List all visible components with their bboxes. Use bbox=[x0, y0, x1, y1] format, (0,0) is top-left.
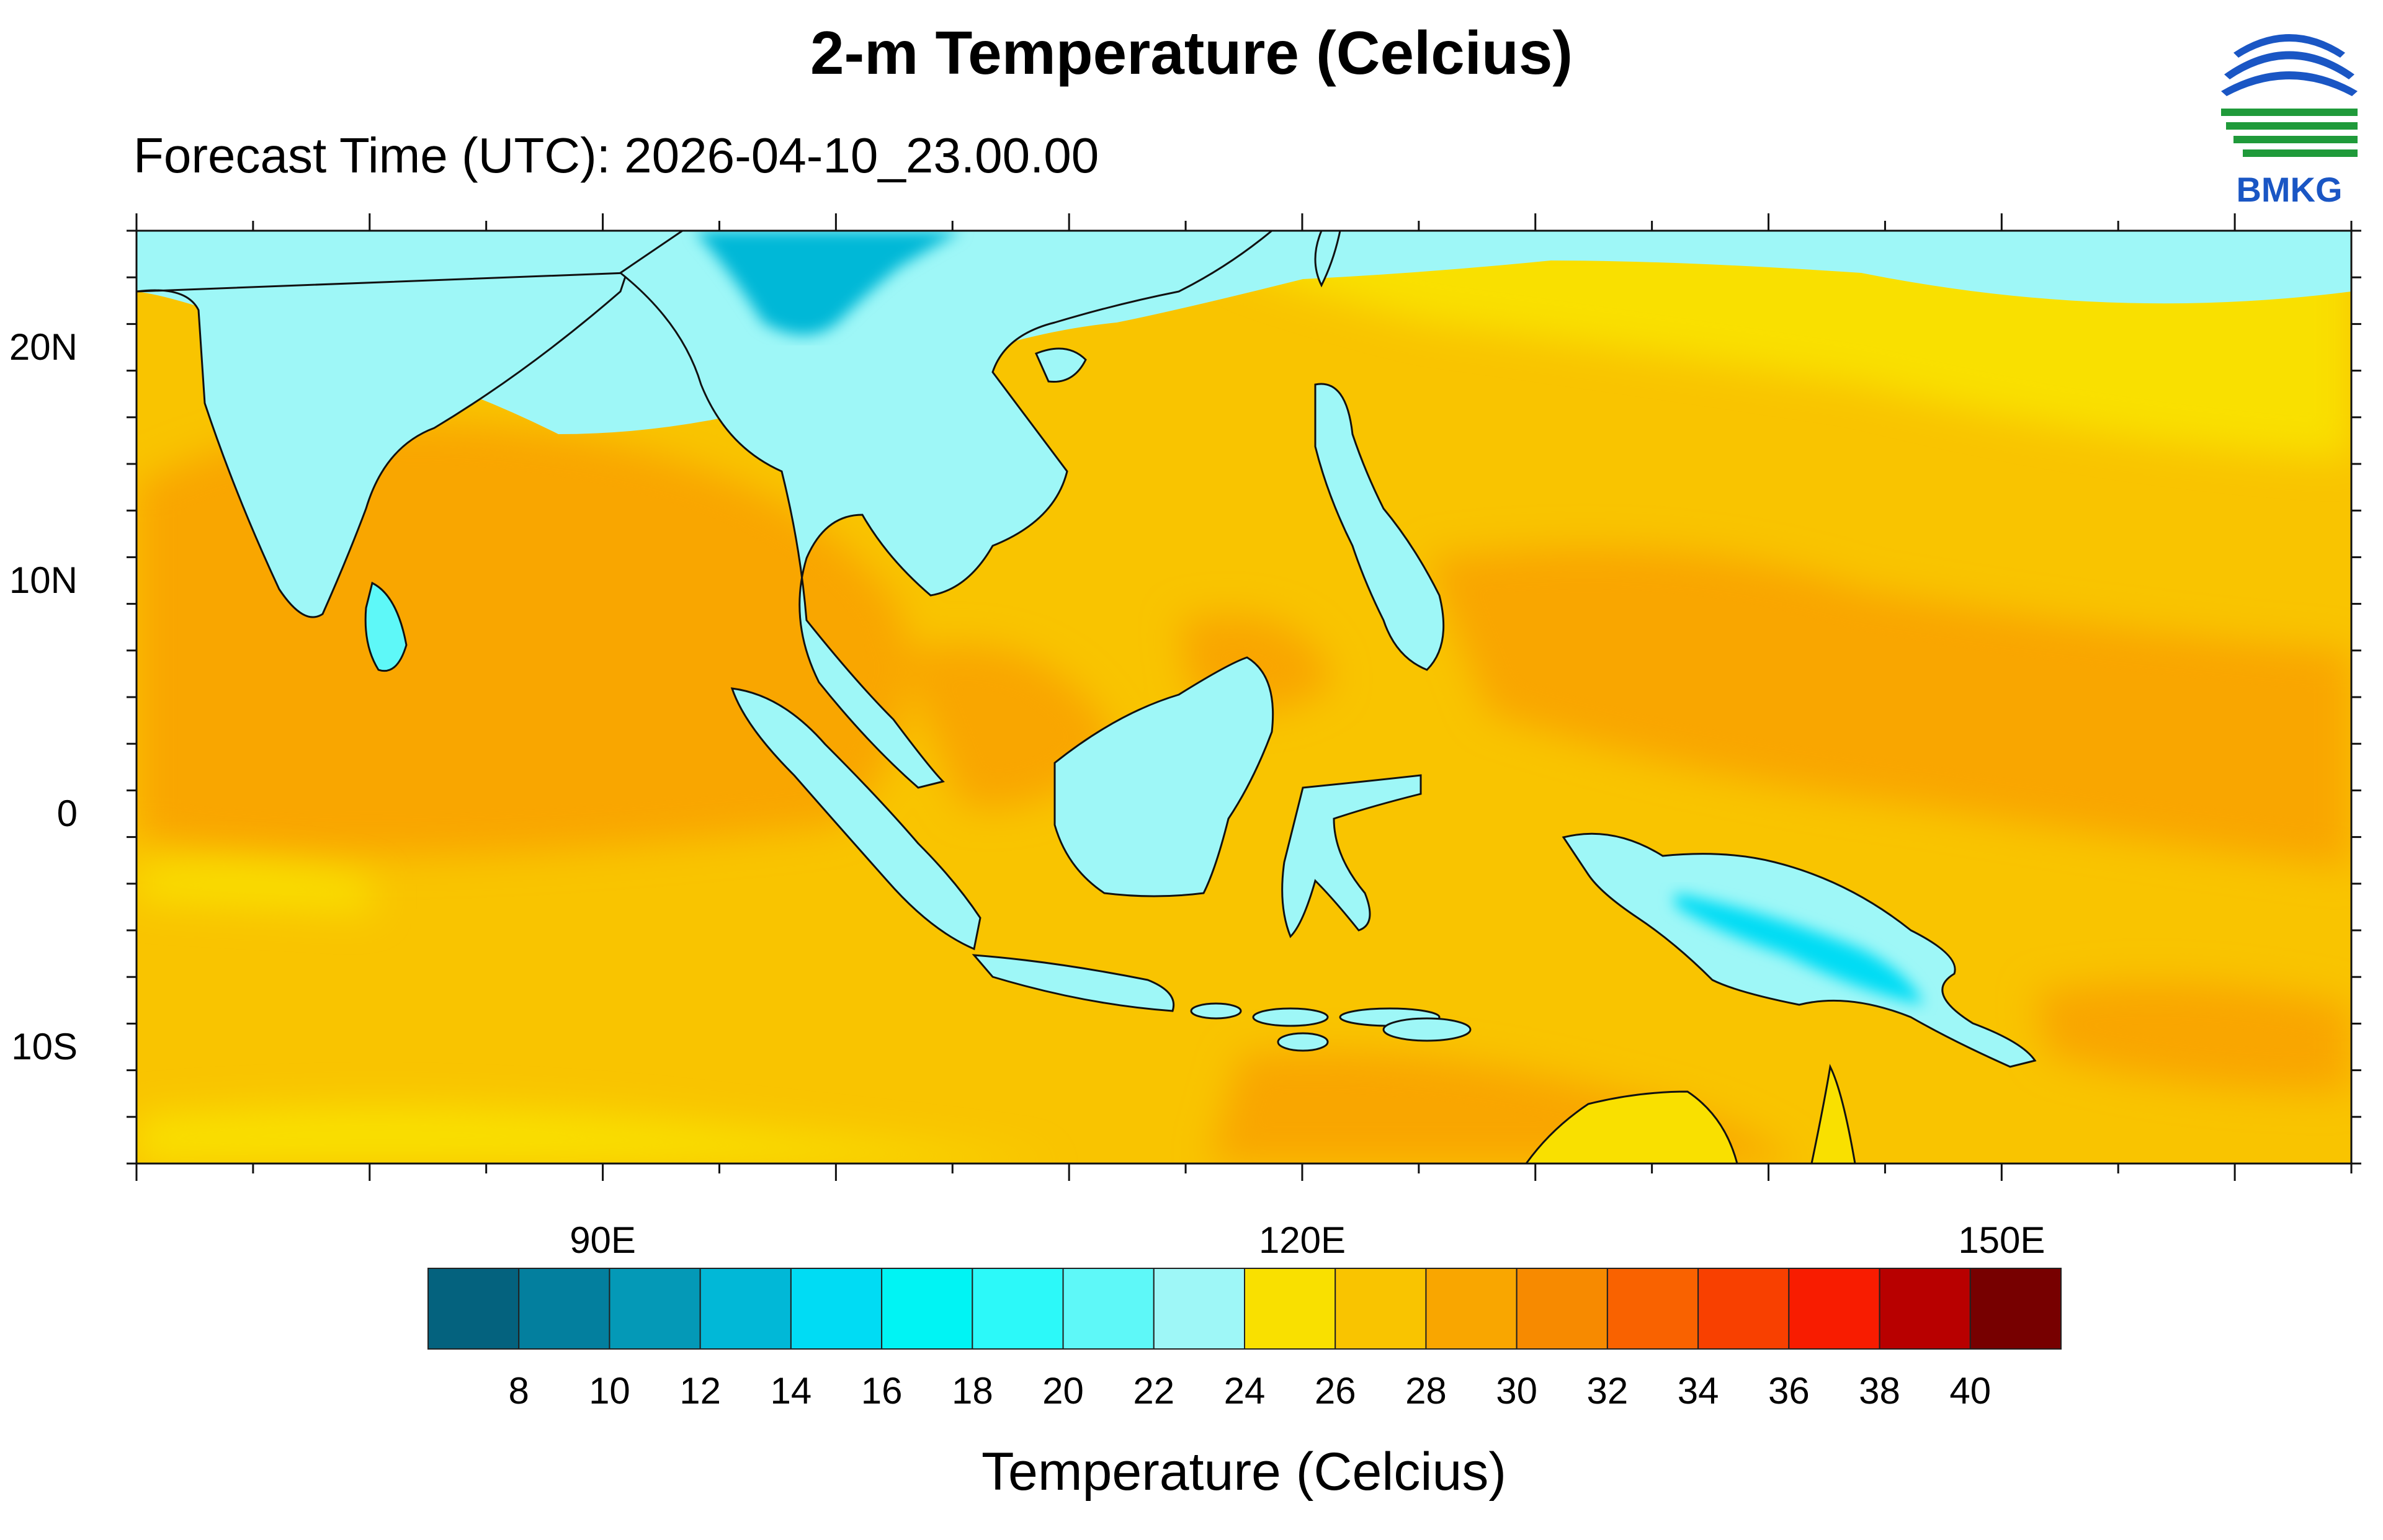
colorbar-segment bbox=[881, 1268, 973, 1350]
colorbar-label: 16 bbox=[861, 1370, 903, 1412]
latitude-label: 20N bbox=[9, 326, 78, 368]
longitude-label: 90E bbox=[570, 1219, 636, 1261]
landmass-philippines bbox=[1314, 383, 1445, 671]
colorbar-label: 40 bbox=[1949, 1370, 1992, 1412]
colorbar-segment bbox=[1153, 1268, 1246, 1350]
colorbar-label: 28 bbox=[1405, 1370, 1447, 1412]
logo-green-lines bbox=[2221, 109, 2358, 157]
landmass-sulawesi bbox=[1281, 774, 1422, 938]
colorbar-segment bbox=[1879, 1268, 1971, 1350]
colorbar-label: 36 bbox=[1768, 1370, 1810, 1412]
colorbar-segment bbox=[1244, 1268, 1336, 1350]
colorbar-segment bbox=[1606, 1268, 1699, 1350]
colorbar-label: 38 bbox=[1859, 1370, 1900, 1412]
colorbar-segment bbox=[1335, 1268, 1427, 1350]
colorbar-segment bbox=[1969, 1268, 2062, 1350]
longitude-label: 120E bbox=[1258, 1219, 1346, 1261]
new-guinea-highlands bbox=[1675, 893, 1923, 1005]
landmass-sri-lanka bbox=[364, 581, 408, 672]
colorbar-segment bbox=[1516, 1268, 1608, 1350]
colorbar-label: 30 bbox=[1496, 1370, 1538, 1412]
colorbar-segment bbox=[427, 1268, 520, 1350]
bmkg-logo: BMKG bbox=[2221, 34, 2358, 209]
colorbar-segment bbox=[518, 1268, 610, 1350]
colorbar-label: 12 bbox=[679, 1370, 722, 1412]
landmass-sumatra bbox=[730, 687, 981, 951]
colorbar-label: 26 bbox=[1314, 1370, 1356, 1412]
colorbar-label: 8 bbox=[508, 1370, 529, 1412]
chart-title: 2-m Temperature (Celcius) bbox=[810, 19, 1573, 87]
latitude-label: 10N bbox=[9, 559, 78, 601]
colorbar-segment bbox=[972, 1268, 1064, 1350]
logo-blue-arcs bbox=[2221, 34, 2358, 96]
colorbar-label: 34 bbox=[1677, 1370, 1719, 1412]
colorbar-label: 22 bbox=[1133, 1370, 1175, 1412]
colorbar-label: 24 bbox=[1223, 1370, 1266, 1412]
tibet-cold-region bbox=[695, 231, 962, 335]
colorbar-segment bbox=[699, 1268, 792, 1350]
latitude-label: 0 bbox=[56, 793, 78, 834]
landmass-india bbox=[136, 272, 628, 618]
colorbar-title: Temperature (Celcius) bbox=[981, 1442, 1506, 1502]
colorbar-segment bbox=[1062, 1268, 1155, 1350]
colorbar-label: 32 bbox=[1586, 1370, 1629, 1412]
latitude-label: 10S bbox=[11, 1026, 78, 1067]
landmass-borneo bbox=[1053, 656, 1274, 897]
colorbar-label: 20 bbox=[1042, 1370, 1084, 1412]
longitude-label: 150E bbox=[1958, 1219, 2045, 1261]
axis-ticks bbox=[127, 213, 2361, 1181]
colorbar-label: 10 bbox=[589, 1370, 630, 1412]
landmass-hainan bbox=[1034, 347, 1087, 383]
logo-text: BMKG bbox=[2236, 170, 2342, 209]
forecast-time-subtitle: Forecast Time (UTC): 2026-04-10_23.00.00 bbox=[133, 128, 1099, 183]
landmass-indochina bbox=[619, 231, 1274, 789]
colorbar-label: 18 bbox=[951, 1370, 993, 1412]
colorbar-segment bbox=[609, 1268, 701, 1350]
colorbar-label: 14 bbox=[770, 1370, 812, 1412]
landmass-java bbox=[972, 954, 1174, 1012]
landmass-cape-york bbox=[1810, 1064, 1856, 1164]
colorbar-segment bbox=[1697, 1268, 1790, 1350]
colorbar-segment bbox=[1425, 1268, 1518, 1350]
colorbar-segment bbox=[790, 1268, 883, 1350]
lesser-sunda-islands bbox=[1190, 1002, 1472, 1052]
colorbar-segment bbox=[1788, 1268, 1880, 1350]
landmass-taiwan bbox=[1314, 231, 1341, 288]
landmass-australia-north bbox=[1525, 1090, 1738, 1164]
